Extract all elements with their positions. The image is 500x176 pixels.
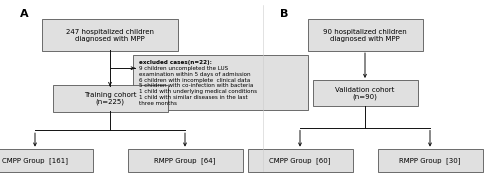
- FancyBboxPatch shape: [42, 19, 177, 51]
- Text: 247 hospitalized children
diagnosed with MPP: 247 hospitalized children diagnosed with…: [66, 29, 154, 42]
- Text: excluded cases(n=22):: excluded cases(n=22):: [139, 60, 212, 65]
- Text: 9 children uncompleted the LUS
examination within 5 days of admission
6 children: 9 children uncompleted the LUS examinati…: [139, 66, 257, 106]
- FancyBboxPatch shape: [312, 80, 418, 106]
- Text: CMPP Group  [60]: CMPP Group [60]: [269, 157, 331, 164]
- Text: RMPP Group  [30]: RMPP Group [30]: [399, 157, 461, 164]
- Text: Validation cohort
(n=90): Validation cohort (n=90): [336, 87, 394, 100]
- FancyBboxPatch shape: [128, 149, 242, 172]
- FancyBboxPatch shape: [308, 19, 422, 51]
- Text: 90 hospitalized children
diagnosed with MPP: 90 hospitalized children diagnosed with …: [323, 29, 407, 42]
- Text: B: B: [280, 9, 288, 19]
- FancyBboxPatch shape: [132, 55, 308, 110]
- Text: CMPP Group  [161]: CMPP Group [161]: [2, 157, 68, 164]
- Text: RMPP Group  [64]: RMPP Group [64]: [154, 157, 216, 164]
- FancyBboxPatch shape: [378, 149, 482, 172]
- FancyBboxPatch shape: [52, 85, 168, 112]
- Text: A: A: [20, 9, 28, 19]
- FancyBboxPatch shape: [0, 149, 92, 172]
- Text: Training cohort
(n=225): Training cohort (n=225): [84, 92, 136, 105]
- FancyBboxPatch shape: [248, 149, 352, 172]
